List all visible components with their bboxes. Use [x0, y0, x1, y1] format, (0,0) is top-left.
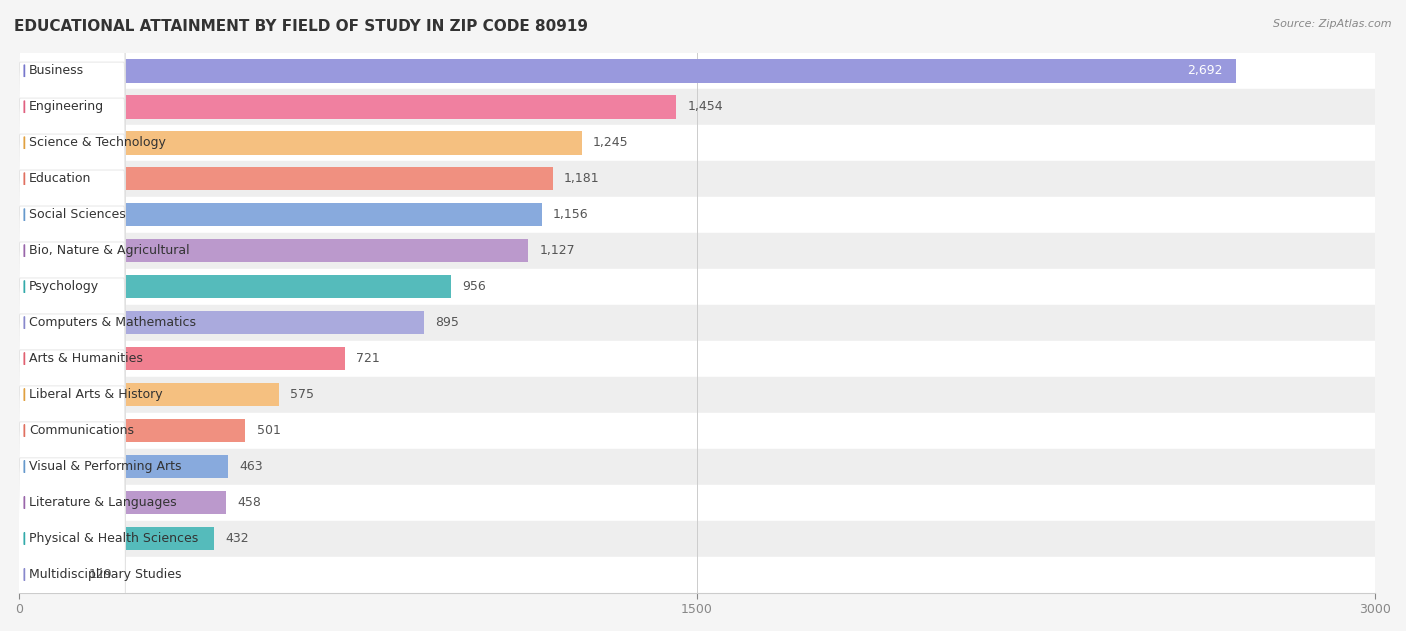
Bar	[20, 53, 1375, 89]
Bar	[20, 275, 451, 298]
FancyBboxPatch shape	[18, 26, 125, 259]
Bar	[20, 239, 529, 262]
Text: Bio, Nature & Agricultural: Bio, Nature & Agricultural	[30, 244, 190, 257]
Text: Science & Technology: Science & Technology	[30, 136, 166, 150]
FancyBboxPatch shape	[18, 62, 125, 295]
Text: Liberal Arts & History: Liberal Arts & History	[30, 388, 163, 401]
Bar	[20, 413, 1375, 449]
Text: 1,245: 1,245	[593, 136, 628, 150]
FancyBboxPatch shape	[18, 134, 125, 367]
Text: 1,181: 1,181	[564, 172, 600, 186]
Bar	[20, 167, 553, 191]
Text: 721: 721	[356, 352, 380, 365]
FancyBboxPatch shape	[18, 278, 125, 511]
FancyBboxPatch shape	[18, 242, 125, 475]
Bar	[20, 521, 1375, 557]
Text: 895: 895	[434, 316, 458, 329]
FancyBboxPatch shape	[18, 458, 125, 631]
Bar	[20, 203, 541, 227]
Text: Source: ZipAtlas.com: Source: ZipAtlas.com	[1274, 19, 1392, 29]
FancyBboxPatch shape	[18, 0, 125, 187]
Text: Arts & Humanities: Arts & Humanities	[30, 352, 143, 365]
FancyBboxPatch shape	[18, 314, 125, 547]
Bar	[20, 377, 1375, 413]
Bar	[20, 59, 1236, 83]
Text: Engineering: Engineering	[30, 100, 104, 114]
Text: Psychology: Psychology	[30, 280, 98, 293]
Text: 458: 458	[238, 496, 262, 509]
FancyBboxPatch shape	[18, 0, 125, 223]
Bar	[20, 491, 226, 514]
Bar	[20, 125, 1375, 161]
Bar	[20, 383, 278, 406]
Text: Visual & Performing Arts: Visual & Performing Arts	[30, 460, 181, 473]
Text: 1,127: 1,127	[540, 244, 575, 257]
Bar	[20, 197, 1375, 233]
Text: 956: 956	[463, 280, 486, 293]
Text: Physical & Health Sciences: Physical & Health Sciences	[30, 532, 198, 545]
Text: Literature & Languages: Literature & Languages	[30, 496, 177, 509]
Bar	[20, 527, 214, 550]
Bar	[20, 557, 1375, 593]
Bar	[20, 341, 1375, 377]
Bar	[20, 563, 77, 586]
Bar	[20, 131, 582, 155]
Bar	[20, 95, 676, 119]
Bar	[20, 449, 1375, 485]
Text: Business: Business	[30, 64, 84, 78]
FancyBboxPatch shape	[18, 422, 125, 631]
Bar	[20, 89, 1375, 125]
Text: Education: Education	[30, 172, 91, 186]
Bar	[20, 233, 1375, 269]
Bar	[20, 485, 1375, 521]
Text: Multidisciplinary Studies: Multidisciplinary Studies	[30, 568, 181, 581]
FancyBboxPatch shape	[18, 98, 125, 331]
Bar	[20, 269, 1375, 305]
Bar	[20, 311, 423, 334]
Text: 463: 463	[239, 460, 263, 473]
Bar	[20, 455, 228, 478]
Bar	[20, 305, 1375, 341]
Text: 501: 501	[257, 424, 281, 437]
Text: 2,692: 2,692	[1187, 64, 1222, 78]
Text: EDUCATIONAL ATTAINMENT BY FIELD OF STUDY IN ZIP CODE 80919: EDUCATIONAL ATTAINMENT BY FIELD OF STUDY…	[14, 19, 588, 34]
Bar	[20, 419, 246, 442]
Text: 1,454: 1,454	[688, 100, 723, 114]
Text: 575: 575	[290, 388, 314, 401]
Bar	[20, 347, 344, 370]
Text: Communications: Communications	[30, 424, 134, 437]
Text: Social Sciences: Social Sciences	[30, 208, 125, 221]
FancyBboxPatch shape	[18, 386, 125, 620]
Text: 432: 432	[225, 532, 249, 545]
Text: Computers & Mathematics: Computers & Mathematics	[30, 316, 195, 329]
Text: 129: 129	[89, 568, 112, 581]
FancyBboxPatch shape	[18, 206, 125, 439]
FancyBboxPatch shape	[18, 170, 125, 403]
Bar	[20, 161, 1375, 197]
Text: 1,156: 1,156	[553, 208, 589, 221]
FancyBboxPatch shape	[18, 350, 125, 584]
